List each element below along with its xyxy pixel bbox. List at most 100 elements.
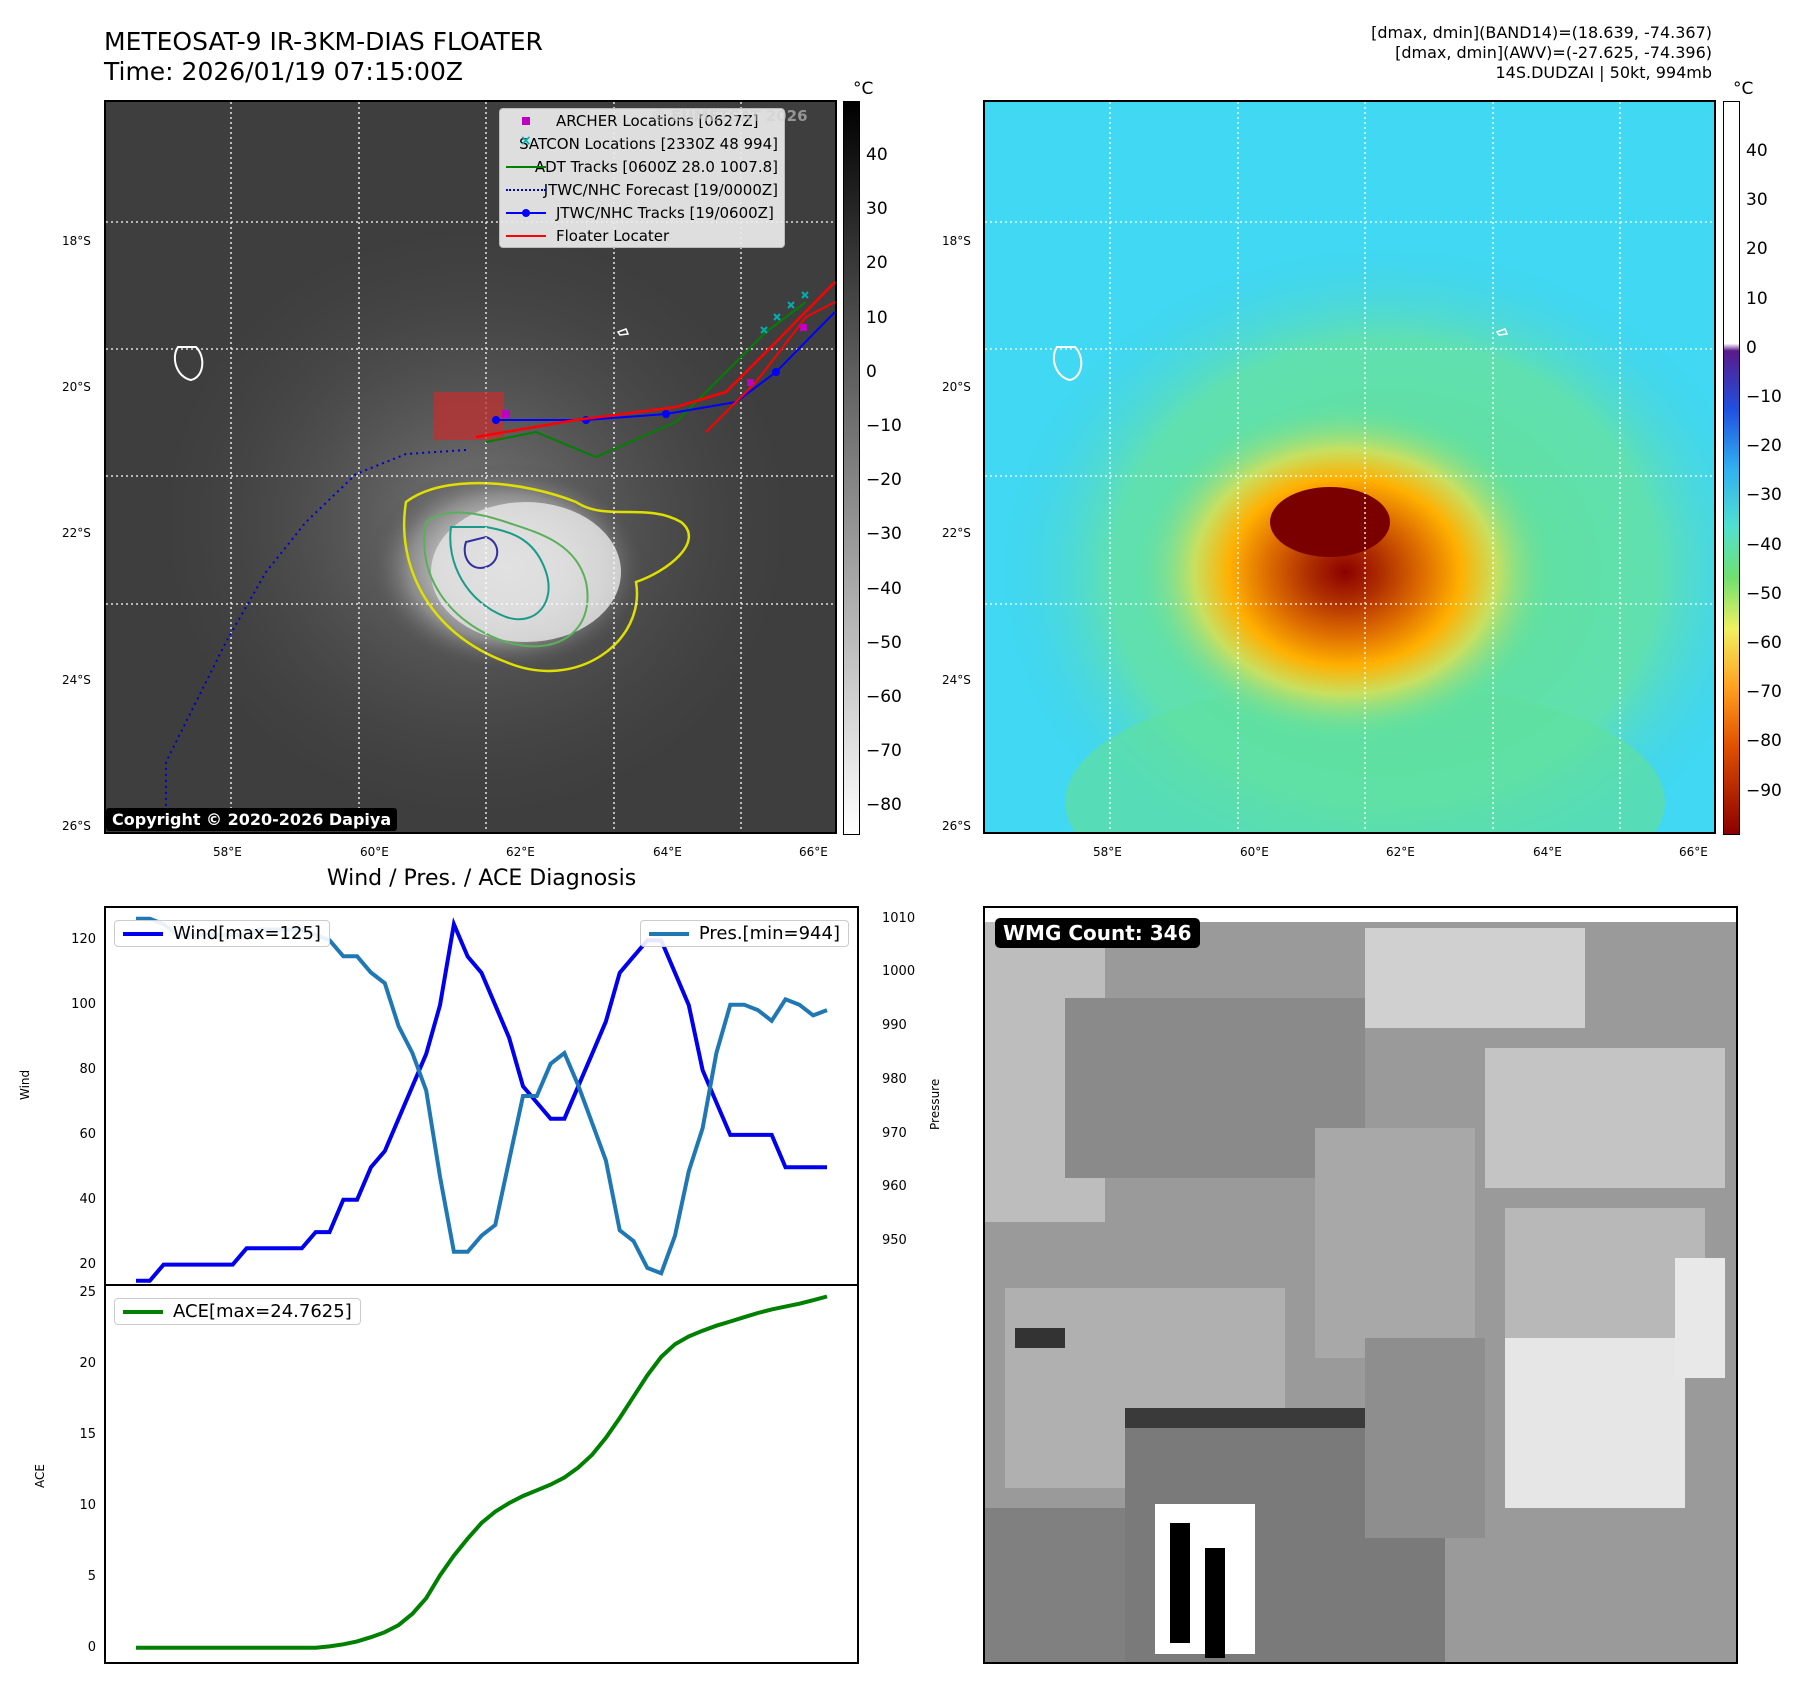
lon-label-66e: 66°E — [799, 845, 828, 859]
ir-map-panel[interactable]: ARCHER Locations [0627Z] × SATCON Locati… — [104, 100, 837, 834]
wind-tick-40: 40 — [79, 1191, 96, 1207]
left-colorbar-tick-9: −50 — [866, 632, 902, 653]
right-colorbar-tick-2: 20 — [1746, 239, 1768, 260]
wind-tick-120: 120 — [71, 932, 96, 948]
island-outline-mauritius — [173, 346, 204, 382]
left-colorbar-tick-8: −40 — [866, 578, 902, 599]
pressure-tick-990: 990 — [882, 1018, 907, 1034]
left-colorbar-tick-7: −30 — [866, 524, 902, 545]
legend-adt: ADT Tracks [0600Z 28.0 1007.8] — [500, 155, 784, 178]
left-colorbar-tick-10: −60 — [866, 687, 902, 707]
left-title-line2: Time: 2026/01/19 07:15:00Z — [104, 57, 463, 86]
ace-axis-label: ACE — [33, 1464, 47, 1488]
diagnosis-title: Wind / Pres. / ACE Diagnosis — [326, 866, 637, 891]
left-colorbar-tick-1: 30 — [866, 199, 888, 220]
legend-archer: ARCHER Locations [0627Z] — [500, 109, 784, 132]
right-colorbar-tick-0: 40 — [1746, 141, 1768, 161]
right-colorbar-tick-13: −90 — [1746, 780, 1782, 801]
pressure-legend-line — [648, 931, 689, 936]
right-colorbar-tick-11: −70 — [1746, 682, 1782, 703]
wind-pressure-svg — [136, 916, 828, 1283]
archer-points — [502, 324, 807, 418]
wind-legend-line — [123, 931, 163, 936]
contour-navy — [463, 535, 499, 569]
jtwc-forecast-track — [165, 449, 467, 832]
awv-lat-label-22s: 22°S — [942, 526, 971, 540]
legend-jtwc-tracks: JTWC/NHC Tracks [19/0600Z] — [500, 201, 784, 224]
pressure-tick-980: 980 — [882, 1071, 907, 1087]
lat-label-20s: 20°S — [62, 380, 91, 394]
right-colorbar-tick-12: −80 — [1746, 731, 1782, 752]
right-colorbar-unit: °C — [1733, 79, 1754, 99]
wind-axis-label: Wind — [18, 1069, 32, 1100]
wind-tick-20: 20 — [79, 1256, 96, 1272]
awv-lat-label-20s: 20°S — [942, 380, 971, 394]
pressure-tick-950: 950 — [882, 1233, 907, 1249]
left-colorbar-tick-11: −70 — [866, 741, 902, 762]
left-colorbar — [843, 101, 860, 835]
floater-locater-branch — [705, 301, 835, 433]
copyright-badge: Copyright © 2020-2026 Dapiya — [106, 808, 398, 831]
awv-lon-label-66e: 66°E — [1679, 845, 1708, 859]
floater-locater-track — [475, 281, 835, 439]
lon-label-64e: 64°E — [653, 845, 682, 859]
legend-jtwc-forecast: JTWC/NHC Forecast [19/0000Z] — [500, 178, 784, 201]
map-legend: ARCHER Locations [0627Z] × SATCON Locati… — [499, 108, 785, 248]
left-colorbar-tick-5: −10 — [866, 416, 902, 436]
wind-legend-label: Wind[max=125] — [173, 923, 321, 944]
legend-floater: Floater Locater — [500, 224, 784, 247]
ace-legend-label: ACE[max=24.7625] — [173, 1301, 352, 1322]
left-colorbar-unit: °C — [853, 79, 874, 99]
awv-island-outline-mauritius — [1052, 346, 1083, 382]
right-colorbar-tick-6: −20 — [1746, 436, 1782, 457]
lon-label-58e: 58°E — [213, 845, 242, 859]
left-colorbar-tick-12: −80 — [866, 795, 902, 816]
wind-legend: Wind[max=125] — [114, 920, 330, 947]
right-colorbar-tick-5: −10 — [1746, 387, 1782, 407]
ace-tick-5: 5 — [87, 1568, 96, 1584]
lon-label-60e: 60°E — [360, 845, 389, 859]
ace-tick-0: 0 — [87, 1639, 96, 1655]
contour-yellow — [402, 481, 690, 673]
awv-lon-label-64e: 64°E — [1533, 845, 1562, 859]
ace-tick-15: 15 — [79, 1426, 96, 1442]
lat-label-22s: 22°S — [62, 526, 91, 540]
wind-pressure-panel[interactable]: Wind[max=125] Pres.[min=944] — [104, 906, 859, 1286]
wmg-panel[interactable]: WMG Count: 346 — [983, 906, 1738, 1664]
left-colorbar-tick-4: 0 — [866, 361, 877, 382]
awv-island-outline-rodrigues — [1495, 328, 1509, 336]
right-header-line3: 14S.DUDZAI | 50kt, 994mb — [1495, 63, 1713, 82]
right-header-line2: [dmax, dmin](AWV)=(-27.625, -74.396) — [1395, 43, 1712, 62]
wind-tick-60: 60 — [79, 1126, 96, 1142]
pressure-tick-970: 970 — [882, 1125, 907, 1141]
ace-legend-line — [123, 1309, 163, 1314]
pressure-tick-1010: 1010 — [882, 910, 916, 926]
lon-label-62e: 62°E — [506, 845, 535, 859]
awv-map-panel[interactable] — [983, 100, 1716, 834]
wind-line — [136, 917, 827, 1283]
right-colorbar-tick-1: 30 — [1746, 190, 1768, 211]
floater-box — [434, 392, 504, 440]
ace-panel[interactable]: ACE[max=24.7625] — [104, 1284, 859, 1664]
lat-label-24s: 24°S — [62, 673, 91, 687]
awv-map-svg — [985, 102, 1714, 832]
awv-lon-label-58e: 58°E — [1093, 845, 1122, 859]
left-title-line1: METEOSAT-9 IR-3KM-DIAS FLOATER — [104, 27, 543, 56]
lat-label-18s: 18°S — [62, 234, 91, 248]
awv-lat-label-24s: 24°S — [942, 673, 971, 687]
ace-tick-25: 25 — [79, 1285, 96, 1301]
left-colorbar-tick-0: 40 — [866, 145, 888, 165]
pressure-legend: Pres.[min=944] — [639, 920, 849, 947]
pressure-axis-label: Pressure — [928, 1078, 942, 1130]
wmg-count-badge: WMG Count: 346 — [995, 918, 1200, 948]
wind-tick-100: 100 — [71, 997, 96, 1013]
island-outline-rodrigues — [616, 328, 630, 336]
satcon-points — [760, 291, 809, 334]
wmg-svg — [985, 922, 1736, 1662]
lat-label-26s: 26°S — [62, 819, 91, 833]
contour-teal — [449, 526, 550, 621]
left-colorbar-tick-2: 20 — [866, 253, 888, 274]
adt-track — [485, 301, 807, 459]
awv-lon-label-62e: 62°E — [1386, 845, 1415, 859]
ace-line — [136, 1294, 828, 1650]
